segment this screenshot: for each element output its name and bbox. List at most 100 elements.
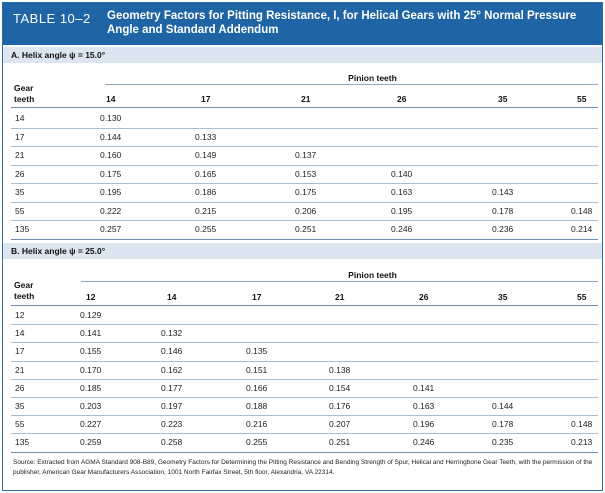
table-cell: 0.236: [492, 224, 514, 234]
table-cell: 0.143: [492, 187, 514, 197]
column-header: 21: [301, 94, 311, 104]
column-header: 35: [498, 292, 508, 302]
table-cell: 0.195: [391, 205, 413, 216]
row-rule: [11, 324, 598, 326]
table-cell: 0.163: [413, 401, 435, 411]
column-header: 55: [577, 94, 587, 104]
row-rule: [11, 415, 598, 417]
table-cell: 0.154: [329, 382, 351, 393]
table-cell: 0.235: [492, 437, 514, 448]
table-cell: 0.155: [80, 346, 102, 357]
table-cell: 0.186: [195, 187, 217, 197]
table-cell: 0.178: [492, 205, 514, 216]
section-a-gear-header-1: Gear: [14, 83, 34, 93]
table-cell: 0.175: [100, 168, 122, 179]
table-cell: 0.160: [100, 150, 122, 160]
table-number: TABLE 10–2: [13, 11, 91, 26]
table-cell: 0.214: [571, 224, 593, 234]
table-cell: 0.223: [161, 419, 183, 430]
table-cell: 0.215: [195, 205, 217, 216]
table-cell: 0.176: [329, 401, 351, 411]
table-cell: 0.165: [195, 168, 217, 179]
table-cell: 0.251: [329, 437, 351, 448]
section-a-title: A. Helix angle ψ = 15.0°: [3, 47, 602, 63]
table-cell: 0.246: [413, 437, 435, 448]
table-cell: 0.148: [571, 205, 593, 216]
table-cell: 0.213: [571, 437, 593, 448]
row-rule: [11, 146, 598, 147]
row-gear-teeth: 135: [15, 437, 30, 448]
table-cell: 0.135: [246, 346, 268, 357]
column-header: 12: [86, 292, 96, 302]
table-cell: 0.149: [195, 150, 217, 160]
column-header: 17: [201, 94, 211, 104]
table-cell: 0.175: [295, 187, 317, 197]
table-title: Geometry Factors for Pitting Resistance,…: [107, 10, 577, 36]
row-rule: [11, 378, 598, 380]
table-cell: 0.257: [100, 224, 122, 234]
table-cell: 0.153: [295, 168, 317, 179]
section-a-pinion-header: Pinion teeth: [348, 73, 397, 83]
section-b-gear-header-2: teeth: [14, 291, 35, 301]
row-gear-teeth: 21: [15, 364, 25, 375]
table-cell: 0.166: [246, 382, 268, 393]
table-cell: 0.177: [161, 382, 183, 393]
row-rule: [11, 164, 598, 166]
table-cell: 0.259: [80, 437, 102, 448]
row-rule: [11, 451, 598, 453]
table-cell: 0.196: [413, 419, 435, 430]
row-rule: [11, 433, 598, 435]
table-cell: 0.206: [295, 205, 317, 216]
table-cell: 0.141: [80, 328, 102, 339]
table-cell: 0.207: [329, 419, 351, 430]
row-gear-teeth: 17: [15, 131, 25, 142]
column-header: 21: [335, 292, 345, 302]
table-cell: 0.195: [100, 187, 122, 197]
column-header: 26: [419, 292, 429, 302]
column-header: 26: [397, 94, 407, 104]
row-gear-teeth: 12: [15, 310, 25, 320]
table-cell: 0.216: [246, 419, 268, 430]
column-header: 14: [106, 94, 116, 104]
row-gear-teeth: 17: [15, 346, 25, 357]
row-gear-teeth: 14: [15, 113, 25, 123]
row-rule: [11, 201, 598, 203]
table-cell: 0.185: [80, 382, 102, 393]
table-cell: 0.137: [295, 150, 317, 160]
table-cell: 0.258: [161, 437, 183, 448]
table-cell: 0.163: [391, 187, 413, 197]
table-cell: 0.148: [571, 419, 593, 430]
table-cell: 0.188: [246, 401, 268, 411]
row-rule: [11, 183, 598, 184]
table-cell: 0.130: [100, 113, 122, 123]
row-gear-teeth: 135: [15, 224, 30, 234]
row-gear-teeth: 26: [15, 168, 25, 179]
row-rule: [11, 360, 598, 362]
table-header: TABLE 10–2 Geometry Factors for Pitting …: [3, 3, 602, 45]
table-cell: 0.178: [492, 419, 514, 430]
table-cell: 0.251: [295, 224, 317, 234]
table-cell: 0.246: [391, 224, 413, 234]
table-cell: 0.129: [80, 310, 102, 320]
section-b-pinion-header: Pinion teeth: [348, 270, 397, 280]
table-cell: 0.151: [246, 364, 268, 375]
section-a-pinion-rule: [105, 84, 598, 85]
table-cell: 0.141: [413, 382, 435, 393]
row-gear-teeth: 35: [15, 187, 25, 197]
table-cell: 0.222: [100, 205, 122, 216]
row-gear-teeth: 55: [15, 419, 25, 430]
header-rule: [11, 107, 598, 108]
table-cell: 0.255: [195, 224, 217, 234]
section-b-gear-header-1: Gear: [14, 280, 34, 290]
row-rule: [11, 342, 598, 344]
table-cell: 0.140: [391, 168, 413, 179]
row-rule: [11, 397, 598, 398]
source-note: Source: Extracted from AGMA Standard 908…: [13, 459, 593, 476]
row-rule: [11, 220, 598, 221]
header-rule: [11, 305, 598, 306]
table-cell: 0.255: [246, 437, 268, 448]
row-gear-teeth: 21: [15, 150, 25, 160]
table-cell: 0.203: [80, 401, 102, 411]
row-gear-teeth: 14: [15, 328, 25, 339]
row-rule: [11, 238, 598, 240]
